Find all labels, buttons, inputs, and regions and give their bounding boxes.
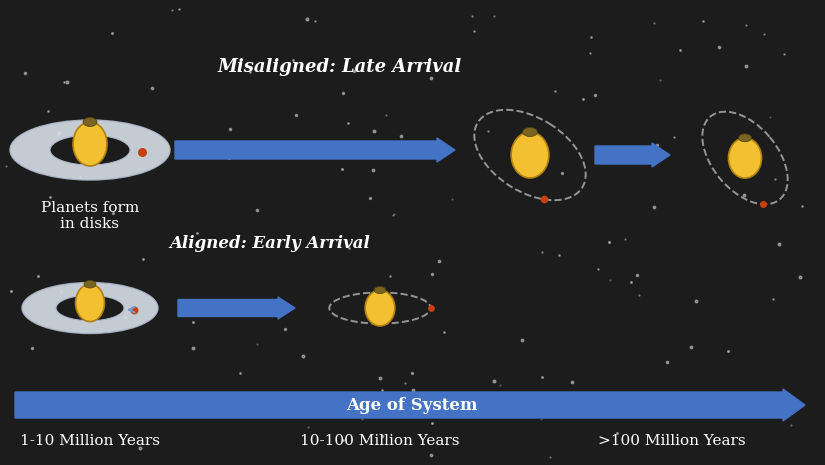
Ellipse shape bbox=[22, 283, 158, 333]
Ellipse shape bbox=[365, 290, 395, 326]
Ellipse shape bbox=[728, 138, 761, 178]
Ellipse shape bbox=[73, 122, 107, 166]
Ellipse shape bbox=[83, 118, 97, 126]
Ellipse shape bbox=[10, 120, 170, 180]
Ellipse shape bbox=[56, 295, 124, 321]
Ellipse shape bbox=[84, 280, 96, 288]
FancyArrow shape bbox=[178, 297, 295, 319]
Ellipse shape bbox=[375, 286, 386, 293]
Text: 10-100 Million Years: 10-100 Million Years bbox=[300, 434, 460, 448]
Text: 1-10 Million Years: 1-10 Million Years bbox=[20, 434, 160, 448]
FancyArrow shape bbox=[595, 143, 670, 167]
Ellipse shape bbox=[512, 132, 549, 178]
Ellipse shape bbox=[50, 135, 130, 165]
Ellipse shape bbox=[738, 134, 752, 142]
Text: Planets form
in disks: Planets form in disks bbox=[41, 201, 139, 231]
Text: Age of System: Age of System bbox=[346, 397, 478, 413]
FancyArrow shape bbox=[175, 138, 455, 162]
FancyArrow shape bbox=[15, 389, 805, 421]
Ellipse shape bbox=[522, 127, 537, 137]
Text: Aligned: Early Arrival: Aligned: Early Arrival bbox=[170, 235, 370, 252]
Ellipse shape bbox=[76, 284, 105, 322]
Text: >100 Million Years: >100 Million Years bbox=[598, 434, 746, 448]
Text: Misaligned: Late Arrival: Misaligned: Late Arrival bbox=[218, 58, 462, 76]
